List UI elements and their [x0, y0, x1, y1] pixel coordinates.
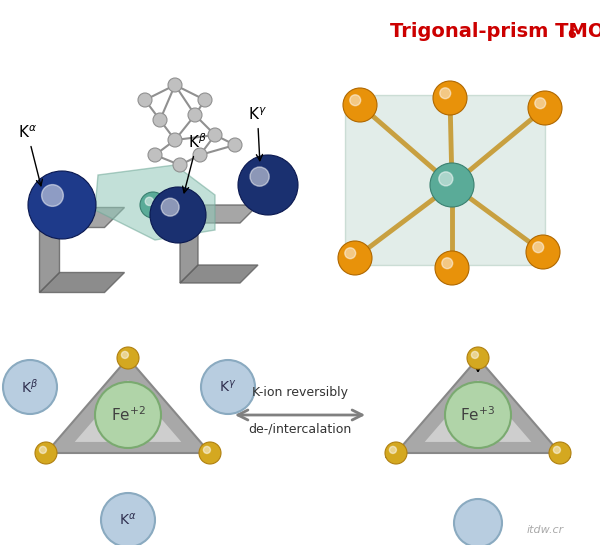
- Circle shape: [350, 95, 361, 106]
- Circle shape: [528, 91, 562, 125]
- Text: itdw.cr: itdw.cr: [526, 525, 563, 535]
- Text: Fe$^{+3}$: Fe$^{+3}$: [460, 405, 496, 425]
- Polygon shape: [180, 265, 258, 283]
- Circle shape: [168, 78, 182, 92]
- Circle shape: [199, 442, 221, 464]
- Text: K$^\alpha$: K$^\alpha$: [18, 124, 43, 186]
- Polygon shape: [40, 272, 125, 293]
- Circle shape: [40, 446, 46, 453]
- Polygon shape: [425, 380, 532, 442]
- Circle shape: [385, 442, 407, 464]
- Circle shape: [138, 93, 152, 107]
- Circle shape: [95, 382, 161, 448]
- Circle shape: [389, 446, 397, 453]
- Circle shape: [28, 171, 96, 239]
- Circle shape: [173, 158, 187, 172]
- Circle shape: [117, 347, 139, 369]
- Circle shape: [343, 88, 377, 122]
- Circle shape: [238, 155, 298, 215]
- Polygon shape: [180, 205, 198, 283]
- Circle shape: [533, 242, 544, 253]
- Circle shape: [433, 81, 467, 115]
- Circle shape: [430, 163, 474, 207]
- Circle shape: [535, 98, 545, 108]
- Circle shape: [345, 248, 356, 259]
- Polygon shape: [74, 380, 181, 442]
- Circle shape: [148, 148, 162, 162]
- Circle shape: [145, 197, 154, 205]
- Text: Fe$^{+2}$: Fe$^{+2}$: [110, 405, 145, 425]
- Circle shape: [549, 442, 571, 464]
- Circle shape: [250, 167, 269, 186]
- Polygon shape: [95, 165, 215, 240]
- Circle shape: [553, 446, 560, 453]
- Text: K-ion reversibly: K-ion reversibly: [252, 386, 348, 399]
- Polygon shape: [40, 208, 59, 293]
- Text: K$^\beta$: K$^\beta$: [22, 378, 38, 396]
- Circle shape: [440, 88, 451, 99]
- Circle shape: [467, 347, 489, 369]
- Polygon shape: [180, 205, 258, 223]
- Circle shape: [203, 446, 211, 453]
- Circle shape: [121, 352, 128, 359]
- Polygon shape: [345, 95, 545, 265]
- Text: K$^\alpha$: K$^\alpha$: [119, 512, 137, 528]
- Circle shape: [153, 113, 167, 127]
- Circle shape: [161, 198, 179, 216]
- Circle shape: [188, 108, 202, 122]
- Circle shape: [526, 235, 560, 269]
- Circle shape: [338, 241, 372, 275]
- Circle shape: [3, 360, 57, 414]
- Circle shape: [35, 442, 57, 464]
- Circle shape: [439, 172, 453, 186]
- Text: Trigonal-prism TMO: Trigonal-prism TMO: [390, 22, 600, 41]
- Circle shape: [208, 128, 222, 142]
- Circle shape: [228, 138, 242, 152]
- Circle shape: [198, 93, 212, 107]
- Circle shape: [442, 258, 452, 269]
- Circle shape: [472, 352, 478, 359]
- Circle shape: [201, 360, 255, 414]
- Circle shape: [140, 192, 166, 218]
- Circle shape: [193, 148, 207, 162]
- Circle shape: [150, 187, 206, 243]
- Text: K$^\beta$: K$^\beta$: [182, 132, 206, 193]
- Text: 6: 6: [567, 28, 575, 41]
- Text: de-/intercalation: de-/intercalation: [248, 423, 352, 436]
- Circle shape: [454, 499, 502, 545]
- Circle shape: [41, 185, 64, 207]
- Circle shape: [435, 251, 469, 285]
- Circle shape: [445, 382, 511, 448]
- Circle shape: [101, 493, 155, 545]
- Circle shape: [168, 133, 182, 147]
- Polygon shape: [46, 358, 210, 453]
- Polygon shape: [396, 358, 560, 453]
- Text: K$^\gamma$: K$^\gamma$: [248, 106, 267, 161]
- Polygon shape: [40, 208, 125, 227]
- Text: K$^\gamma$: K$^\gamma$: [219, 379, 237, 395]
